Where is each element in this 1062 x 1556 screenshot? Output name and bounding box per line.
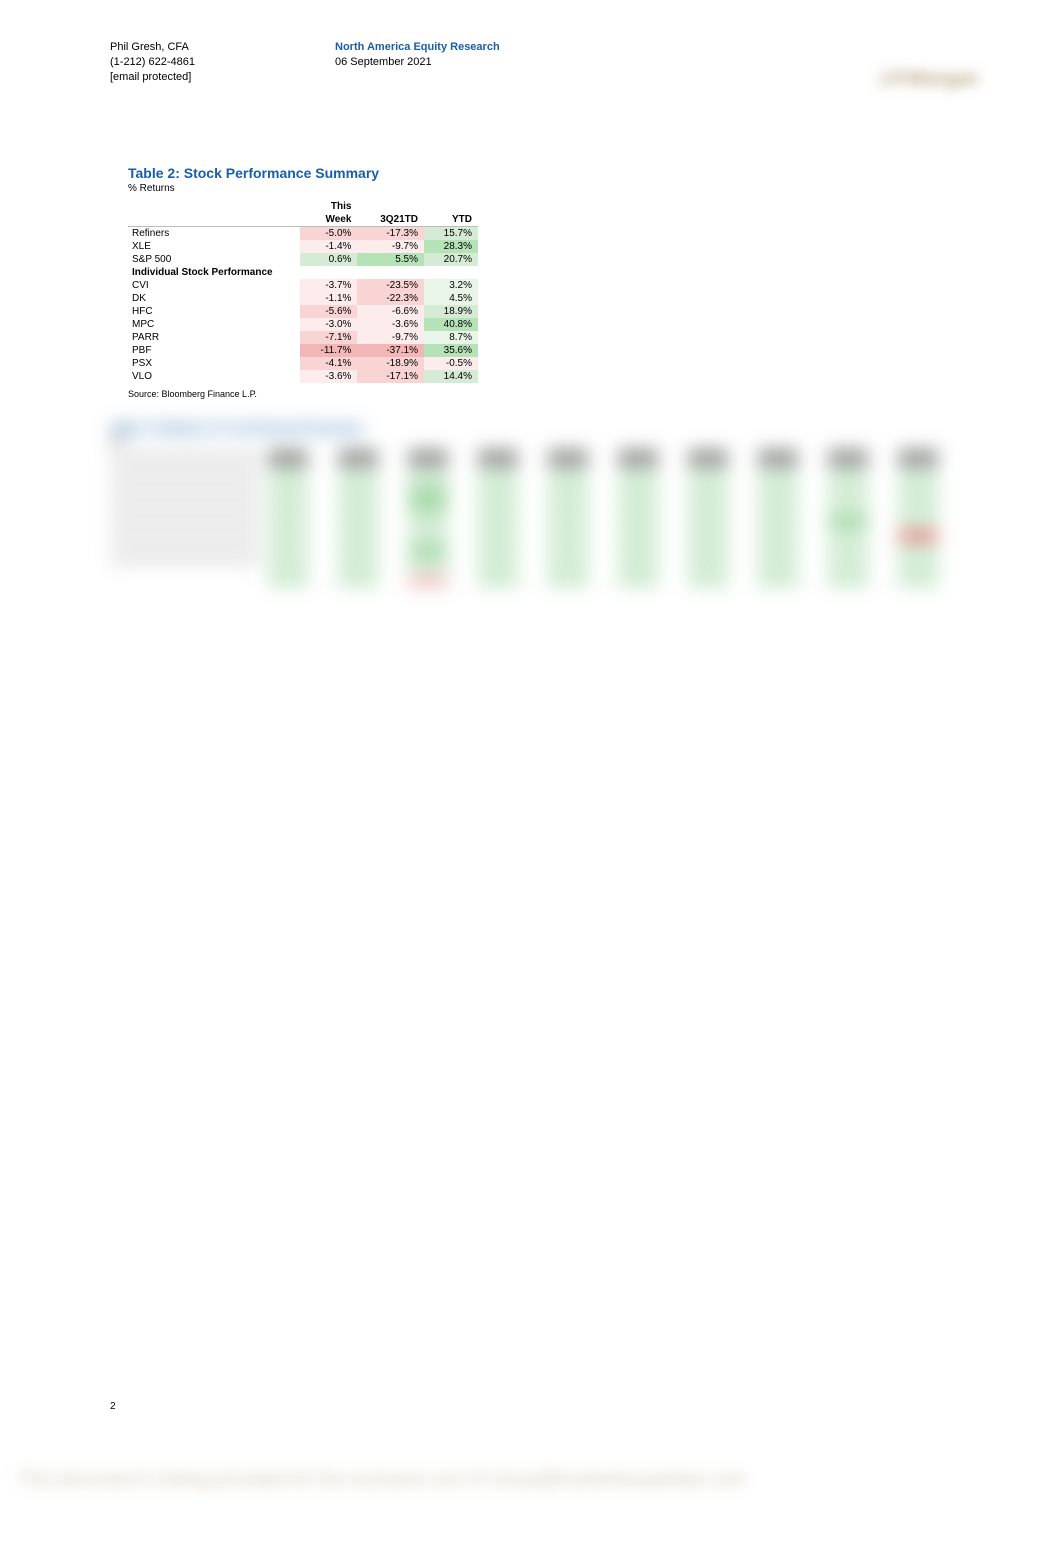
col-this: This (300, 200, 357, 213)
author-block: Phil Gresh, CFA (1-212) 622-4861 [email … (110, 40, 195, 85)
cell: -6.6% (357, 305, 424, 318)
table-row: CVI-3.7%-23.5%3.2% (128, 279, 478, 292)
row-label: DK (128, 292, 300, 305)
cell: -9.7% (357, 240, 424, 253)
table-row: PBF-11.7%-37.1%35.6% (128, 344, 478, 357)
cell: -23.5% (357, 279, 424, 292)
performance-table: This Week 3Q21TD YTD Refiners-5.0%-17.3%… (128, 200, 478, 383)
cell: 5.5% (357, 253, 424, 266)
cell: -1.4% (300, 240, 357, 253)
row-label: VLO (128, 370, 300, 383)
row-label: XLE (128, 240, 300, 253)
author-name: Phil Gresh, CFA (110, 40, 195, 55)
page-number: 2 (110, 1401, 116, 1412)
table2-section: Table 2: Stock Performance Summary % Ret… (128, 165, 978, 399)
table-row: Refiners-5.0%-17.3%15.7% (128, 227, 478, 240)
cell: -4.1% (300, 357, 357, 370)
cell: 35.6% (424, 344, 478, 357)
table2-title: Table 2: Stock Performance Summary (128, 165, 978, 181)
cell: -3.7% (300, 279, 357, 292)
cell: 28.3% (424, 240, 478, 253)
cell: -3.6% (300, 370, 357, 383)
row-label: MPC (128, 318, 300, 331)
stock-rows: CVI-3.7%-23.5%3.2%DK-1.1%-22.3%4.5%HFC-5… (128, 279, 478, 383)
row-label: CVI (128, 279, 300, 292)
row-label: PSX (128, 357, 300, 370)
cell: -37.1% (357, 344, 424, 357)
table-row: HFC-5.6%-6.6%18.9% (128, 305, 478, 318)
col-ytd: YTD (424, 213, 478, 227)
cell: 15.7% (424, 227, 478, 240)
cell: 40.8% (424, 318, 478, 331)
section-row: Individual Stock Performance (128, 266, 478, 279)
table-row: PSX-4.1%-18.9%-0.5% (128, 357, 478, 370)
cell: -1.1% (300, 292, 357, 305)
cell: -9.7% (357, 331, 424, 344)
research-title: North America Equity Research (335, 40, 500, 55)
table-row: PARR-7.1%-9.7%8.7% (128, 331, 478, 344)
cell: 4.5% (424, 292, 478, 305)
research-block: North America Equity Research 06 Septemb… (335, 40, 500, 85)
table-row: VLO-3.6%-17.1%14.4% (128, 370, 478, 383)
table2-subtitle: % Returns (128, 183, 978, 194)
row-label: PBF (128, 344, 300, 357)
cell: -5.6% (300, 305, 357, 318)
row-label: S&P 500 (128, 253, 300, 266)
table-row: MPC-3.0%-3.6%40.8% (128, 318, 478, 331)
footer-disclaimer: This document is being provided for the … (0, 1469, 1062, 1490)
page: Phil Gresh, CFA (1-212) 622-4861 [email … (0, 0, 1062, 1500)
section-label: Individual Stock Performance (128, 266, 478, 279)
row-label: HFC (128, 305, 300, 318)
table2-source: Source: Bloomberg Finance L.P. (128, 389, 978, 399)
cell: 3.2% (424, 279, 478, 292)
cell: -17.1% (357, 370, 424, 383)
author-email: [email protected] (110, 70, 195, 85)
table-row: DK-1.1%-22.3%4.5% (128, 292, 478, 305)
table-row: XLE-1.4%-9.7%28.3% (128, 240, 478, 253)
cell: -22.3% (357, 292, 424, 305)
author-phone: (1-212) 622-4861 (110, 55, 195, 70)
cell: -3.6% (357, 318, 424, 331)
cell: 0.6% (300, 253, 357, 266)
index-rows: Refiners-5.0%-17.3%15.7%XLE-1.4%-9.7%28.… (128, 227, 478, 266)
table-head: This Week 3Q21TD YTD (128, 200, 478, 227)
table3-blurred: Table 3: Weekly U.S. Fuel Demand Summary… (110, 421, 978, 606)
cell: -11.7% (300, 344, 357, 357)
cell: 8.7% (424, 331, 478, 344)
cell: -3.0% (300, 318, 357, 331)
cell: -17.3% (357, 227, 424, 240)
cell: 18.9% (424, 305, 478, 318)
jpmorgan-logo: J.P.Morgan (878, 68, 978, 91)
row-label: Refiners (128, 227, 300, 240)
research-date: 06 September 2021 (335, 55, 500, 70)
cell: -18.9% (357, 357, 424, 370)
cell: -0.5% (424, 357, 478, 370)
cell: -5.0% (300, 227, 357, 240)
col-3q21td: 3Q21TD (357, 213, 424, 227)
cell: 20.7% (424, 253, 478, 266)
cell: 14.4% (424, 370, 478, 383)
header-row: Phil Gresh, CFA (1-212) 622-4861 [email … (110, 40, 978, 85)
table-row: S&P 5000.6%5.5%20.7% (128, 253, 478, 266)
row-label: PARR (128, 331, 300, 344)
cell: -7.1% (300, 331, 357, 344)
col-week: Week (300, 213, 357, 227)
